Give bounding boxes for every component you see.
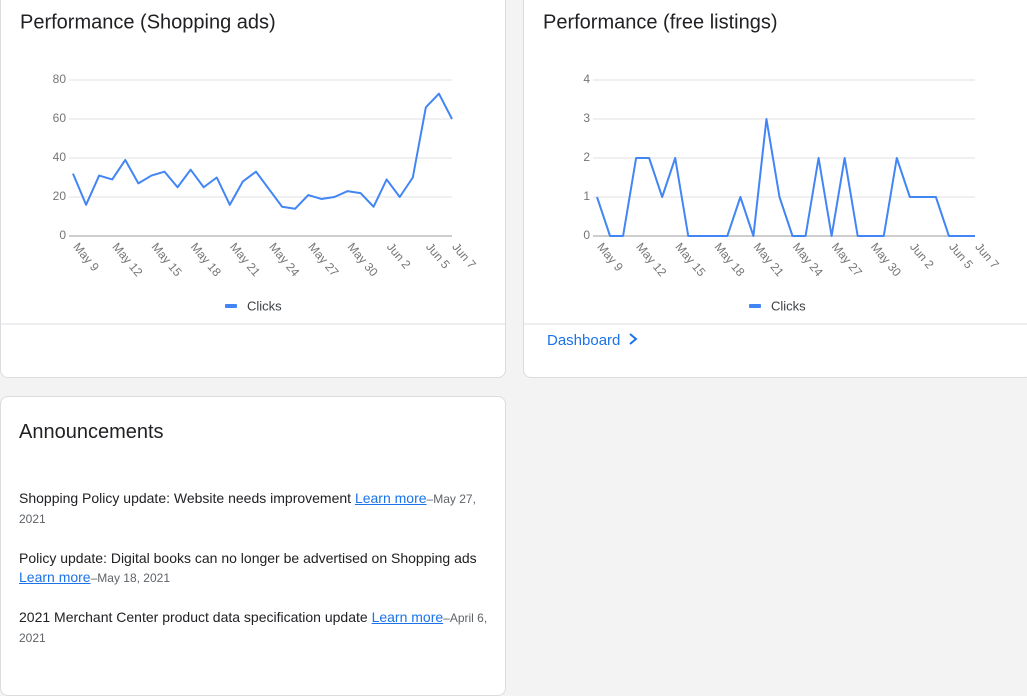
legend-swatch — [749, 304, 761, 308]
announcement-date: April 6, 2021 — [19, 611, 488, 645]
section-title: Announcements — [19, 421, 164, 443]
link-text[interactable]: Dashboard — [547, 332, 621, 349]
y-tick-label: 20 — [53, 189, 67, 203]
y-tick-label: 40 — [53, 150, 67, 164]
x-tick-label: May 24 — [790, 240, 826, 279]
y-tick-label: 3 — [583, 111, 590, 125]
y-tick-label: 80 — [53, 72, 67, 86]
announcement-text: Policy update: Digital books can no long… — [19, 550, 477, 566]
separator: – — [426, 492, 434, 506]
y-tick-label: 1 — [583, 189, 590, 203]
data-line — [72, 92, 453, 210]
x-tick-label: Jun 2 — [907, 240, 937, 272]
chart-title: Performance (Shopping ads) — [20, 11, 276, 33]
announcement: Shopping Policy update: Website needs im… — [19, 489, 491, 529]
learn-more-link[interactable]: Learn more — [371, 609, 444, 625]
x-tick-label: Jun 5 — [946, 240, 976, 272]
y-tick-label: 0 — [59, 228, 66, 242]
x-tick-label: May 18 — [712, 240, 748, 279]
y-tick-label: 60 — [53, 111, 67, 125]
x-tick-label: May 15 — [672, 240, 708, 279]
card: Performance (Shopping ads) 0 20 40 60 80 May 9… — [0, 0, 506, 378]
learn-more-link[interactable]: Learn more — [354, 490, 427, 506]
card: Performance (free listings) 0 1 2 3 4 May 9 May… — [523, 0, 1027, 378]
chevron-icon — [628, 333, 638, 345]
x-tick-label: May 30 — [345, 240, 381, 279]
y-tick-label: 0 — [583, 228, 590, 242]
legend-label: Clicks — [771, 298, 806, 313]
card: Announcements Shopping Policy update: We… — [0, 396, 506, 696]
x-tick-label: May 30 — [868, 240, 904, 279]
x-tick-label: May 9 — [70, 240, 102, 274]
dashboard-link[interactable]: Dashboard — [547, 331, 638, 349]
announcement-list: Shopping Policy update: Website needs im… — [19, 489, 491, 668]
x-tick-label: May 24 — [266, 240, 302, 279]
x-tick-label: Jun 7 — [972, 240, 1002, 272]
announcement-text: 2021 Merchant Center product data specif… — [19, 609, 368, 625]
x-tick-label: May 12 — [633, 240, 669, 279]
separator: – — [443, 611, 450, 625]
announcement-text: Shopping Policy update: Website needs im… — [19, 490, 352, 506]
x-tick-label: May 12 — [109, 240, 145, 279]
legend-swatch — [225, 304, 237, 308]
separator: – — [90, 571, 98, 585]
x-tick-label: May 15 — [149, 240, 185, 279]
x-tick-label: May 18 — [188, 240, 224, 279]
announcement: Policy update: Digital books can no long… — [19, 549, 491, 588]
data-line — [596, 118, 975, 237]
x-tick-label: May 21 — [751, 240, 787, 279]
learn-more-link[interactable]: Learn more — [19, 569, 91, 585]
x-tick-label: May 9 — [594, 240, 626, 274]
y-tick-label: 4 — [583, 72, 590, 86]
announcement-date: May 27, 2021 — [19, 492, 476, 526]
chart-title: Performance (free listings) — [543, 11, 778, 33]
chart: Performance (Shopping ads) 0 20 40 60 80 May 9… — [1, 11, 505, 325]
announcement-date: May 18, 2021 — [97, 571, 170, 585]
y-tick-label: 2 — [583, 150, 590, 164]
legend-label: Clicks — [247, 298, 282, 313]
x-tick-label: May 21 — [227, 240, 263, 279]
announcement: 2021 Merchant Center product data specif… — [19, 608, 491, 648]
x-tick-label: Jun 5 — [423, 240, 453, 272]
x-tick-label: Jun 7 — [449, 240, 479, 272]
x-tick-label: May 27 — [306, 240, 342, 279]
x-tick-label: Jun 2 — [384, 240, 414, 272]
x-tick-label: May 27 — [829, 240, 865, 279]
